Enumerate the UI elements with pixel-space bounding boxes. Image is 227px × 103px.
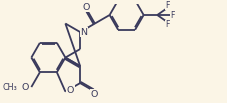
Text: F: F [165, 20, 170, 29]
Text: O: O [67, 86, 74, 95]
Text: N: N [81, 28, 88, 37]
Text: F: F [165, 1, 170, 10]
Text: O: O [90, 90, 98, 99]
Text: O: O [83, 3, 90, 12]
Text: F: F [171, 11, 175, 19]
Text: CH₃: CH₃ [2, 83, 17, 92]
Text: O: O [21, 83, 29, 92]
